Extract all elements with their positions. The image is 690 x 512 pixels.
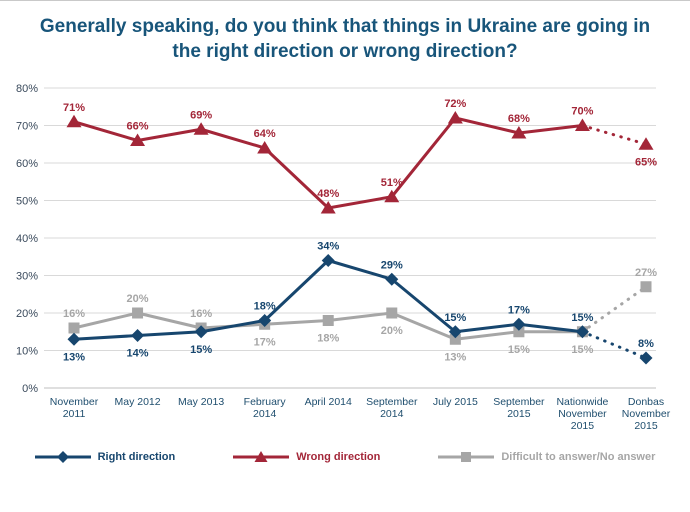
svg-text:64%: 64% [254, 128, 276, 140]
svg-text:May 2013: May 2013 [178, 396, 224, 408]
svg-text:13%: 13% [63, 351, 85, 363]
svg-text:80%: 80% [16, 83, 38, 95]
svg-text:15%: 15% [190, 344, 212, 356]
svg-text:68%: 68% [508, 113, 530, 125]
legend-item-wrong-direction: Wrong direction [233, 450, 380, 464]
legend-label-wrong-direction: Wrong direction [296, 451, 381, 464]
svg-text:14%: 14% [127, 348, 149, 360]
svg-text:16%: 16% [63, 308, 85, 320]
svg-text:May 2012: May 2012 [114, 396, 160, 408]
svg-text:20%: 20% [127, 293, 149, 305]
svg-text:July 2015: July 2015 [433, 396, 478, 408]
svg-text:17%: 17% [254, 336, 276, 348]
svg-text:48%: 48% [317, 188, 339, 200]
svg-text:70%: 70% [16, 121, 38, 133]
legend-label-right-direction: Right direction [97, 451, 176, 464]
chart-area: 0% 10% 20% 30% 40% 50% 60% 70% 80% November 2011 Ma… [0, 68, 690, 450]
svg-text:29%: 29% [381, 259, 403, 271]
wrong-direction-line-triangle-icon [233, 451, 290, 463]
svg-text:10%: 10% [16, 346, 38, 358]
svg-text:13%: 13% [444, 351, 466, 363]
line-chart: 0% 10% 20% 30% 40% 50% 60% 70% 80% November 2011 Ma… [16, 83, 671, 432]
svg-text:15%: 15% [444, 312, 466, 324]
svg-text:69%: 69% [190, 109, 212, 121]
series-wrong-direction [66, 111, 654, 214]
svg-text:60%: 60% [16, 158, 38, 170]
svg-text:50%: 50% [16, 196, 38, 208]
svg-text:18%: 18% [317, 333, 339, 345]
svg-text:20%: 20% [16, 308, 38, 320]
legend: Right direction Wrong direction Difficul… [0, 450, 690, 464]
svg-text:15%: 15% [571, 312, 593, 324]
svg-text:30%: 30% [16, 271, 38, 283]
svg-text:18%: 18% [254, 301, 276, 313]
svg-text:20%: 20% [381, 325, 403, 337]
svg-text:65%: 65% [635, 156, 657, 168]
svg-text:40%: 40% [16, 233, 38, 245]
legend-item-difficult-no-answer: Difficult to answer/No answer [438, 450, 655, 464]
svg-text:51%: 51% [381, 177, 403, 189]
svg-text:15%: 15% [508, 344, 530, 356]
svg-text:8%: 8% [638, 338, 654, 350]
svg-text:April 2014: April 2014 [305, 396, 352, 408]
svg-text:15%: 15% [571, 344, 593, 356]
series-right-direction [67, 254, 653, 365]
svg-text:34%: 34% [317, 241, 339, 253]
difficult-answer-line-square-icon [438, 452, 495, 463]
right-direction-line-diamond-icon [34, 451, 91, 464]
legend-item-right-direction: Right direction [34, 450, 176, 464]
svg-text:16%: 16% [190, 308, 212, 320]
svg-text:71%: 71% [63, 102, 85, 114]
svg-text:66%: 66% [127, 121, 149, 133]
svg-text:72%: 72% [444, 98, 466, 110]
svg-text:17%: 17% [508, 304, 530, 316]
svg-text:0%: 0% [22, 383, 38, 395]
svg-text:27%: 27% [635, 267, 657, 279]
legend-label-difficult-no-answer: Difficult to answer/No answer [501, 451, 656, 464]
chart-title: Generally speaking, do you think that th… [39, 16, 651, 63]
svg-text:70%: 70% [571, 106, 593, 118]
